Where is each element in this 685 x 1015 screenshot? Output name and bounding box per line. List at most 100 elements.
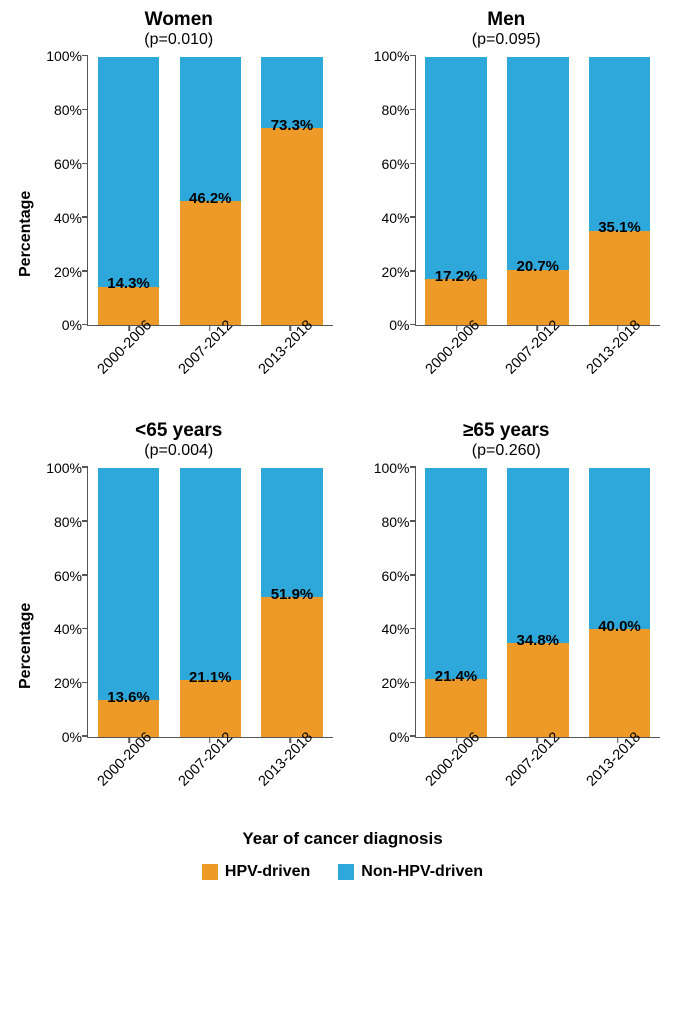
ytick-label: 100% (38, 460, 82, 476)
segment-nonhpv (261, 468, 323, 597)
bar-value-label: 17.2% (435, 268, 478, 285)
ytick-label: 100% (38, 48, 82, 64)
chart: Percentage 0%20%40%60%80%100%14.3%46.2%7… (15, 56, 343, 411)
segment-hpv (98, 287, 160, 325)
x-labels: 2000-20062007-20122013-2018 (415, 326, 661, 411)
panel-pvalue: (p=0.095) (343, 31, 671, 49)
bar-value-label: 73.3% (271, 117, 314, 134)
ytick-label: 0% (366, 317, 410, 333)
panel-title: Men (343, 10, 671, 31)
ytick-label: 40% (366, 621, 410, 637)
bar: 73.3% (261, 56, 323, 325)
legend-item-nonhpv: Non-HPV-driven (338, 863, 483, 881)
xtick-label: 2000-2006 (99, 738, 159, 823)
ytick-label: 60% (38, 156, 82, 172)
ytick-label: 20% (38, 264, 82, 280)
x-labels: 2000-2006 2007-2012 2013-2018 (415, 738, 661, 823)
bar-value-label: 51.9% (271, 586, 314, 603)
xtick-label: 2013-2018 (587, 326, 647, 411)
ytick-label: 60% (38, 568, 82, 584)
xtick-label: 2013-2018 (260, 738, 320, 823)
panel-men: Men (p=0.095) 0% 20% 40% 60% 80% 100% 17.2% 20.… (343, 10, 671, 411)
segment-hpv (589, 231, 651, 325)
bars: 14.3% 46.2% 73.3% (88, 56, 333, 325)
segment-hpv (425, 679, 487, 737)
bar-value-label: 35.1% (598, 219, 641, 236)
panel-under65: <65 years (p=0.004) Percentage 0% 20% 40% 6… (15, 421, 343, 822)
ytick-label: 20% (366, 675, 410, 691)
xtick-label: 2007-2012 (507, 326, 567, 411)
ytick-label: 60% (366, 156, 410, 172)
bar: 20.7% (507, 56, 569, 325)
ytick-label: 0% (366, 729, 410, 745)
panel-pvalue: (p=0.004) (15, 442, 343, 460)
legend-label: HPV-driven (225, 863, 310, 881)
plot-area: 0%20%40%60%80%100%21.4%34.8%40.0% (415, 468, 661, 738)
segment-hpv (507, 643, 569, 737)
bar: 13.6% (98, 468, 160, 737)
panel-title: Women (15, 10, 343, 31)
bar-value-label: 20.7% (516, 258, 559, 275)
xtick-label: 2013-2018 (587, 738, 647, 823)
ytick-label: 0% (38, 317, 82, 333)
row-bottom: <65 years (p=0.004) Percentage 0%20%40%6… (15, 421, 670, 822)
legend-item-hpv: HPV-driven (202, 863, 310, 881)
bar-value-label: 21.1% (189, 669, 232, 686)
bar-value-label: 13.6% (107, 689, 150, 706)
panel-women: Women (p=0.010) Percentage 0%20%40%60%80… (15, 10, 343, 411)
segment-hpv (261, 128, 323, 325)
bar-value-label: 40.0% (598, 618, 641, 635)
segment-hpv (261, 597, 323, 737)
segment-hpv (507, 270, 569, 326)
segment-nonhpv (425, 57, 487, 280)
chart: Percentage 0%20%40%60%80%100%13.6%21.1%5… (15, 468, 343, 823)
segment-hpv (425, 279, 487, 325)
row-top: Women (p=0.010) Percentage 0%20%40%60%80… (15, 10, 670, 411)
xtick-label: 2007-2012 (507, 738, 567, 823)
segment-nonhpv (507, 468, 569, 643)
ytick-label: 20% (366, 264, 410, 280)
segment-nonhpv (589, 468, 651, 629)
legend-label: Non-HPV-driven (361, 863, 483, 881)
yaxis-label: Percentage (15, 468, 37, 823)
segment-nonhpv (98, 57, 160, 288)
ytick-label: 80% (38, 102, 82, 118)
ytick-label: 40% (38, 621, 82, 637)
x-labels: 2000-20062007-20122013-2018 (87, 326, 333, 411)
segment-nonhpv (180, 57, 242, 202)
ytick-label: 20% (38, 675, 82, 691)
xtick-label: 2013-2018 (260, 326, 320, 411)
legend: HPV-driven Non-HPV-driven (15, 863, 670, 881)
xtick-label: 2000-2006 (99, 326, 159, 411)
segment-hpv (98, 700, 160, 737)
panel-pvalue: (p=0.260) (343, 442, 671, 460)
segment-nonhpv (425, 468, 487, 679)
ytick-label: 100% (366, 48, 410, 64)
bar: 46.2% (180, 56, 242, 325)
ytick-label: 100% (366, 460, 410, 476)
segment-nonhpv (507, 57, 569, 270)
bars: 13.6% 21.1% 51.9% (88, 468, 333, 737)
plot-area: 0%20%40%60%80%100%14.3%46.2%73.3% (87, 56, 333, 326)
ytick-label: 80% (366, 514, 410, 530)
ytick-label: 80% (38, 514, 82, 530)
segment-hpv (180, 201, 242, 325)
panel-title: <65 years (15, 421, 343, 442)
bar: 14.3% (98, 56, 160, 325)
bars: 17.2% 20.7% 35.1% (416, 56, 661, 325)
ytick-label: 40% (366, 210, 410, 226)
segment-nonhpv (98, 468, 160, 700)
swatch-nonhpv (338, 864, 354, 880)
segment-nonhpv (589, 57, 651, 232)
bar: 21.1% (180, 468, 242, 737)
xaxis-title: Year of cancer diagnosis (15, 829, 670, 849)
chart: 0%20%40%60%80%100%17.2%20.7%35.1% 2000-2… (343, 56, 671, 411)
panel-over65: ≥65 years (p=0.260) 0%20%40%60%80%100%21… (343, 421, 671, 822)
ytick-label: 80% (366, 102, 410, 118)
figure: Women (p=0.010) Percentage 0%20%40%60%80… (0, 0, 685, 896)
segment-hpv (180, 680, 242, 737)
ytick-label: 0% (38, 729, 82, 745)
chart: 0%20%40%60%80%100%21.4%34.8%40.0% 2000-2… (343, 468, 671, 823)
bar: 21.4% (425, 468, 487, 737)
xtick-label: 2000-2006 (427, 738, 487, 823)
